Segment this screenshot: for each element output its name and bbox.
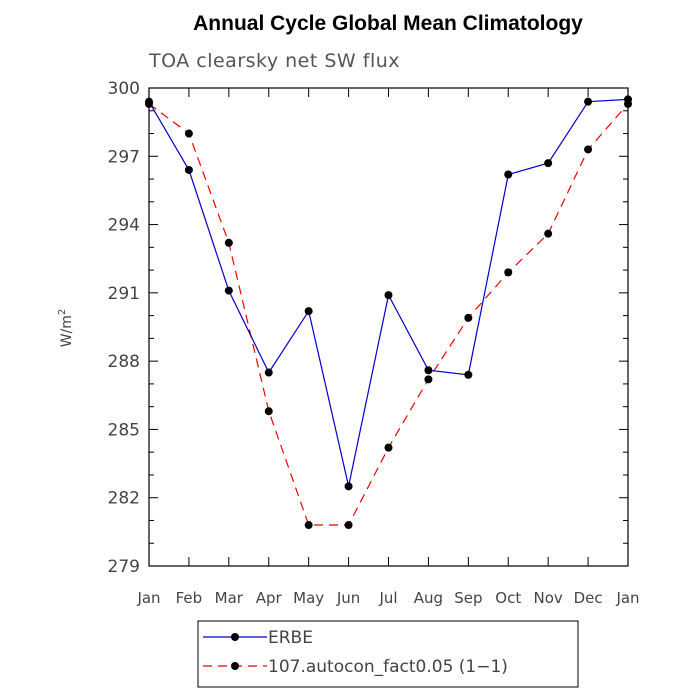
y-tick-label: 288 [108, 352, 140, 372]
plot-area: 279 282 285 288 291 294 297 300 Jan Feb Mar Apr May J… [108, 79, 640, 607]
data-point-model [544, 229, 553, 238]
data-point-model [184, 129, 193, 138]
y-axis-label: W/m2 [57, 309, 75, 348]
x-tick-label: Oct [495, 589, 521, 607]
x-tick-label: Nov [534, 589, 563, 607]
legend-marker-erbe [231, 633, 239, 641]
y-tick-label: 285 [108, 420, 140, 440]
x-tick-label: Aug [414, 589, 443, 607]
data-point-model [384, 443, 393, 452]
legend: ERBE 107.autocon_fact0.05 (1−1) [197, 620, 579, 688]
x-tick-label: Dec [574, 589, 603, 607]
data-point-erbe [344, 482, 353, 491]
data-point-model [344, 521, 353, 530]
data-point-erbe [624, 95, 632, 104]
data-point-model [464, 313, 473, 322]
legend-box [197, 620, 579, 688]
data-point-erbe [384, 291, 393, 300]
data-point-model [264, 407, 273, 416]
data-point-erbe [544, 159, 553, 168]
legend-label-model: 107.autocon_fact0.05 (1−1) [268, 657, 508, 677]
y-axis-label-base: W/m [59, 315, 75, 347]
x-tick-label: Jun [336, 589, 360, 607]
chart-subtitle: TOA clearsky net SW flux [148, 50, 400, 72]
chart-title: Annual Cycle Global Mean Climatology [193, 12, 583, 35]
x-tick-label: Jul [378, 589, 397, 607]
y-tick-label: 279 [108, 557, 140, 577]
plot-frame [148, 87, 629, 567]
data-point-model [304, 521, 313, 530]
x-tick-label: May [293, 589, 324, 607]
x-tick-label: Mar [215, 589, 244, 607]
data-point-erbe [464, 370, 473, 379]
data-point-model [584, 145, 593, 154]
data-point-erbe [264, 368, 273, 377]
x-tick-label: Sep [454, 589, 482, 607]
y-tick-label: 300 [108, 79, 140, 99]
legend-label-erbe: ERBE [268, 628, 313, 648]
x-tick-label: Jan [615, 589, 639, 607]
y-tick-label: 297 [108, 147, 140, 167]
data-point-model [504, 268, 513, 277]
data-point-erbe [424, 366, 433, 375]
data-point-erbe [584, 97, 593, 106]
data-point-erbe [224, 286, 233, 295]
data-point-model [424, 375, 433, 384]
x-tick-label: Apr [256, 589, 283, 607]
data-point-erbe [184, 165, 193, 174]
y-axis-label-superscript: 2 [57, 309, 68, 315]
series-line-model [148, 103, 629, 526]
x-tick-label: Feb [176, 589, 203, 607]
y-tick-label: 291 [108, 284, 140, 304]
data-point-erbe [145, 97, 153, 106]
data-point-erbe [304, 307, 313, 316]
legend-marker-model [231, 662, 239, 670]
x-tick-label: Jan [136, 589, 160, 607]
data-point-model [224, 238, 233, 247]
data-point-erbe [504, 170, 513, 179]
y-tick-label: 294 [108, 216, 140, 236]
y-tick-label: 282 [108, 489, 140, 509]
